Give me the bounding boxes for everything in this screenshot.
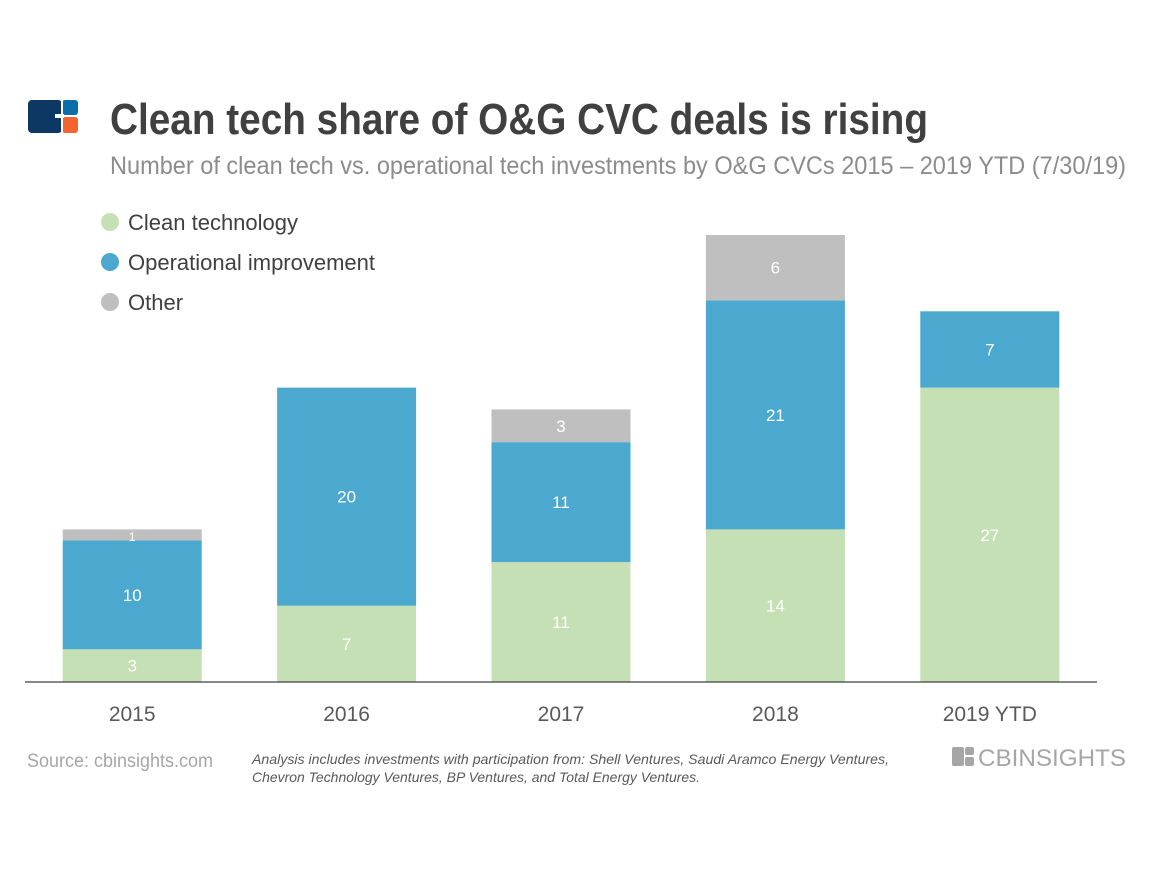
chart-title: Clean tech share of O&G CVC deals is ris… — [110, 95, 928, 144]
bar-segment — [62, 540, 202, 650]
bar-segment — [62, 649, 202, 682]
data-label: 1 — [129, 530, 136, 544]
logo-bottom-right-block — [62, 117, 78, 133]
bar-segment — [705, 300, 845, 530]
data-label: 21 — [766, 406, 785, 425]
x-tick-label: 2017 — [538, 703, 585, 726]
data-label: 11 — [552, 613, 570, 632]
wordmark-logo-icon — [952, 747, 964, 766]
bar-segment — [491, 409, 631, 443]
footnote-line-2: Chevron Technology Ventures, BP Ventures… — [252, 769, 700, 785]
x-tick-label: 2018 — [752, 703, 799, 726]
data-label: 14 — [766, 597, 785, 616]
wordmark-text: CBINSIGHTS — [978, 745, 1126, 772]
legend-swatch — [101, 253, 119, 271]
bar-segment — [705, 529, 845, 682]
cb-logo — [28, 100, 78, 133]
x-tick-labels: 2015 2016 2017 2018 2019 YTD — [109, 703, 1037, 726]
data-label: 3 — [127, 657, 136, 676]
data-label: 20 — [337, 488, 356, 507]
bar-segment — [920, 387, 1060, 682]
bar-segment — [920, 311, 1060, 388]
bar-segment — [491, 562, 631, 682]
legend-item: Clean technology — [101, 210, 298, 235]
legend-label: Operational improvement — [128, 250, 375, 275]
cbinsights-wordmark: CBINSIGHTS — [952, 745, 1126, 772]
logo-top-right-block — [62, 100, 78, 115]
data-label: 3 — [556, 417, 565, 436]
legend: Clean technology Operational improvement O… — [101, 210, 375, 315]
bar-segment — [705, 235, 845, 301]
legend-item: Operational improvement — [101, 250, 375, 275]
legend-swatch — [101, 213, 119, 231]
legend-label: Clean technology — [128, 210, 298, 235]
data-label: 27 — [980, 526, 999, 545]
data-label: 11 — [552, 493, 570, 512]
logo-left-block — [28, 100, 62, 133]
x-tick-label: 2019 YTD — [943, 703, 1037, 726]
source-text: Source: cbinsights.com — [27, 751, 213, 772]
data-label: 7 — [342, 635, 351, 654]
legend-label: Other — [128, 290, 183, 315]
legend-swatch — [101, 293, 119, 311]
bar-segment — [277, 605, 417, 682]
x-tick-label: 2015 — [109, 703, 156, 726]
chart-subtitle: Number of clean tech vs. operational tec… — [110, 152, 1126, 180]
footnote-line-1: Analysis includes investments with parti… — [251, 751, 889, 767]
x-tick-label: 2016 — [323, 703, 370, 726]
data-label: 7 — [985, 340, 994, 359]
bar-segment — [62, 529, 202, 541]
bar-segment — [491, 442, 631, 563]
data-label: 6 — [771, 259, 780, 278]
legend-item: Other — [101, 290, 183, 315]
bar-segment — [277, 387, 417, 606]
data-label: 10 — [123, 586, 142, 605]
